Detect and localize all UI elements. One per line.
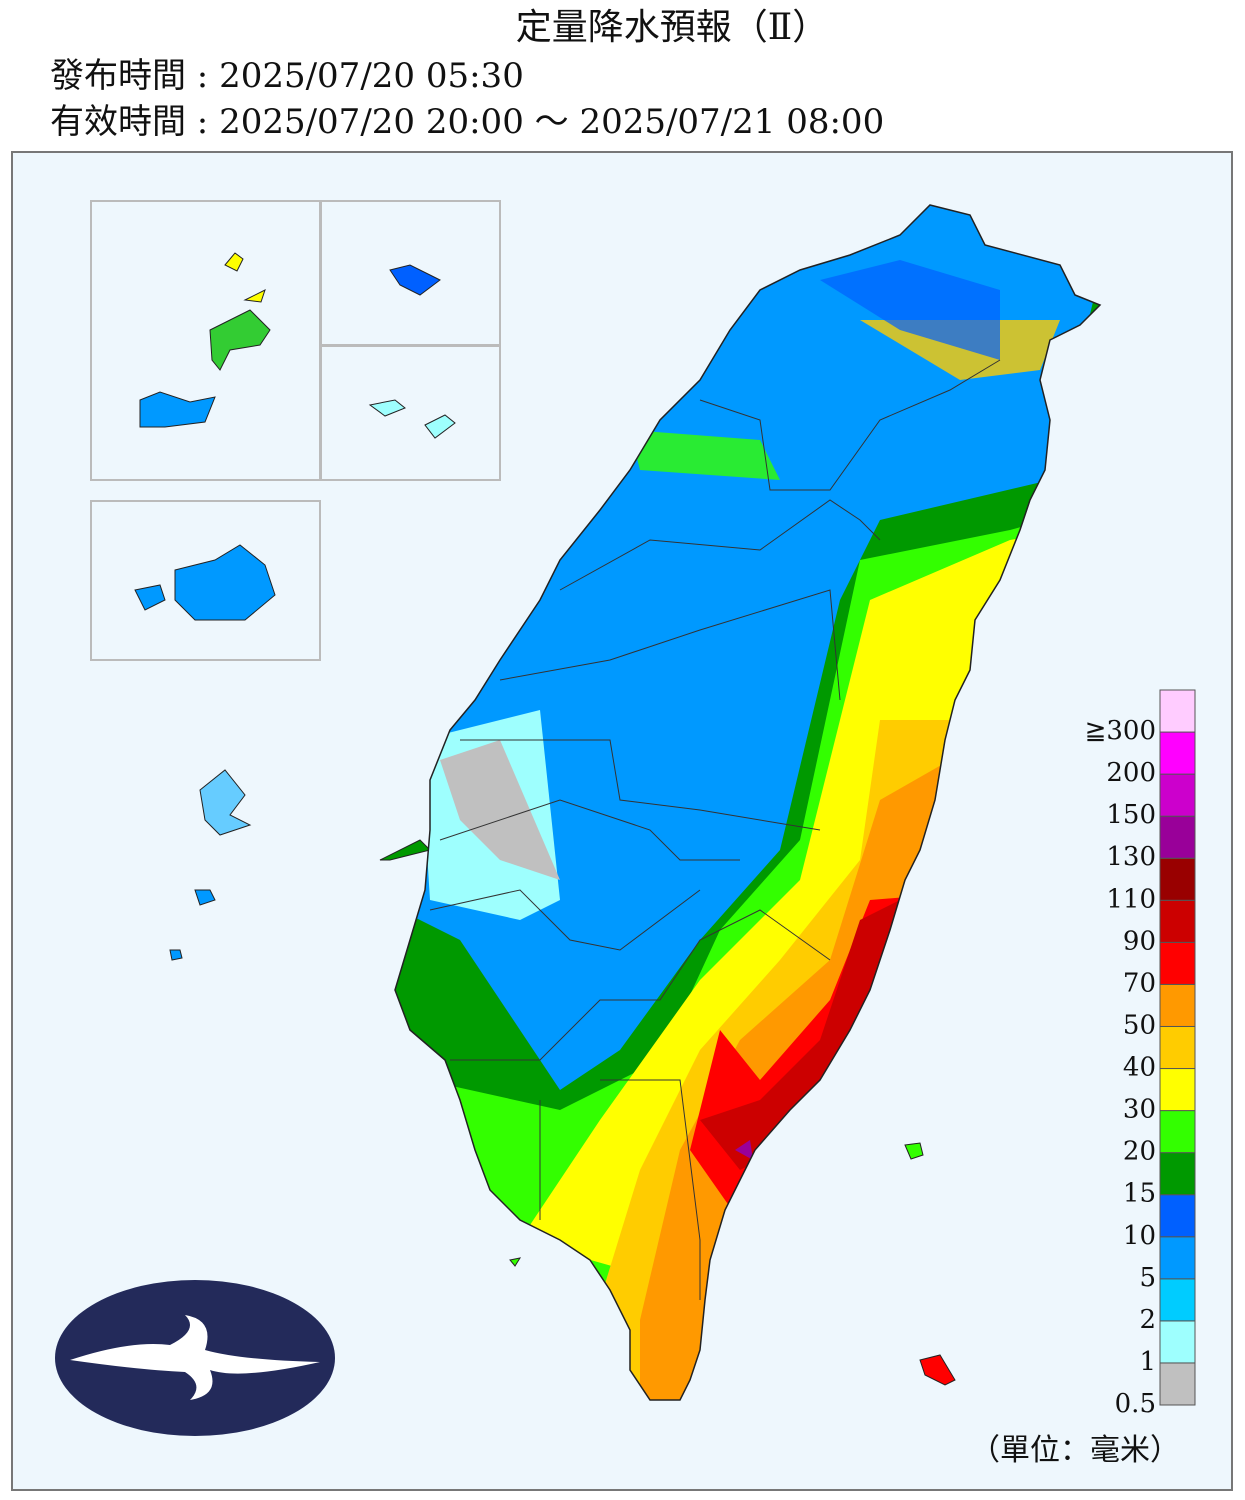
- legend-swatch: [1159, 689, 1196, 733]
- legend-swatch: [1159, 1068, 1196, 1112]
- legend-label: 2: [1139, 1305, 1156, 1335]
- legend-label: 20: [1123, 1137, 1156, 1167]
- legend-swatch: [1159, 1194, 1196, 1238]
- legend-label: 15: [1123, 1179, 1156, 1209]
- valid-time: 有效時間 : 2025/07/20 20:00 ～ 2025/07/21 08:…: [50, 102, 884, 142]
- legend-label: 90: [1123, 926, 1156, 956]
- title: 定量降水預報（Ⅱ）: [516, 7, 828, 48]
- legend-label: 200: [1106, 758, 1156, 788]
- outer-islands: [134, 252, 956, 1386]
- unit-label: （單位：毫米）: [970, 1433, 1180, 1468]
- legend-swatch: [1159, 1320, 1196, 1364]
- legend-label: 130: [1106, 842, 1156, 872]
- legend-swatch: [1159, 773, 1196, 817]
- legend-label: 5: [1139, 1263, 1156, 1293]
- legend-label: ≧300: [1085, 716, 1156, 746]
- legend: 0.5 1 2 5 10 15 20 30 40 50 70 90 110 130 150 200 ≧300: [1085, 689, 1196, 1419]
- legend-swatch: [1159, 1362, 1196, 1406]
- legend-swatch: [1159, 1025, 1196, 1070]
- legend-swatch: [1159, 857, 1196, 901]
- legend-swatch: [1159, 1152, 1196, 1196]
- legend-swatch: [1159, 941, 1196, 985]
- inset-boxes: [90, 200, 501, 661]
- coastline: [394, 204, 1102, 1401]
- legend-label: 110: [1106, 884, 1156, 914]
- legend-label: 0.5: [1115, 1389, 1156, 1419]
- legend-label: 70: [1123, 968, 1156, 998]
- legend-swatch: [1159, 899, 1196, 943]
- legend-swatch: [1159, 1110, 1196, 1154]
- legend-swatch: [1159, 983, 1196, 1027]
- legend-swatch: [1159, 731, 1196, 775]
- legend-label: 40: [1123, 1053, 1156, 1083]
- legend-label: 1: [1139, 1347, 1156, 1377]
- legend-swatch: [1159, 1236, 1196, 1280]
- cwa-logo: [55, 1280, 335, 1436]
- legend-swatch: [1159, 1278, 1196, 1322]
- legend-label: 10: [1123, 1221, 1156, 1251]
- county-borders: [429, 359, 1001, 1300]
- legend-label: 50: [1123, 1010, 1156, 1040]
- issued-time: 發布時間 : 2025/07/20 05:30: [50, 56, 524, 96]
- legend-label: 30: [1123, 1095, 1156, 1125]
- legend-label: 150: [1106, 800, 1156, 830]
- legend-swatch: [1159, 815, 1196, 859]
